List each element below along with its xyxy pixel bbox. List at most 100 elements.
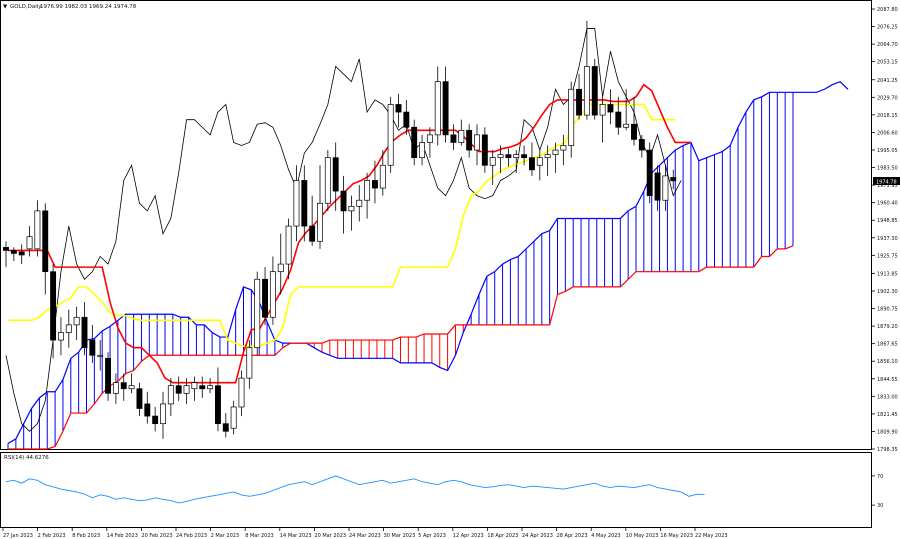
price-tick-label: 1913.85 <box>877 271 898 277</box>
candle-body <box>379 164 386 189</box>
candle-body <box>167 385 174 405</box>
candle-body <box>419 142 426 159</box>
price-tick-label: 1995.05 <box>877 148 898 154</box>
candle-body <box>513 154 520 159</box>
rsi-panel-frame <box>0 452 872 528</box>
time-tick-label: 28 Apr 2023 <box>557 533 588 539</box>
price-tick-label: 1798.35 <box>877 447 898 453</box>
candle-body <box>26 236 33 250</box>
rsi-label: RSI(14) 44.6276 <box>4 455 49 461</box>
price-tick-label: 1879.20 <box>877 324 898 330</box>
price-tick-label: 1809.90 <box>877 429 898 435</box>
price-tick-label: 1844.55 <box>877 377 898 383</box>
senkou-span-b-line <box>8 245 794 450</box>
time-tick-label: 14 Feb 2023 <box>107 533 138 539</box>
candle-body <box>215 385 221 425</box>
price-tick-label: 1867.65 <box>877 342 898 348</box>
candle-body <box>591 66 598 116</box>
candle-body <box>34 210 41 250</box>
time-tick-label: 20 Mar 2023 <box>314 533 346 539</box>
candle-body <box>105 357 111 394</box>
candle-body <box>238 377 245 408</box>
candle-body <box>356 199 363 207</box>
candle-body <box>599 104 606 116</box>
candle-body <box>65 324 72 333</box>
candle-body <box>544 154 551 159</box>
candle-body <box>246 347 253 379</box>
price-tick-label: 1983.50 <box>877 166 898 172</box>
current-price-tag-bg <box>873 177 900 185</box>
candle-body <box>3 247 9 251</box>
candle-body <box>10 250 17 254</box>
time-tick-label: 20 Feb 2023 <box>141 533 172 539</box>
candle-body <box>552 149 559 155</box>
time-tick-label: 4 May 2023 <box>591 533 620 539</box>
candle-body <box>144 403 151 417</box>
symbol-label: GOLD,Daily <box>10 4 42 10</box>
candle-body <box>340 190 347 212</box>
candle-body <box>654 172 661 201</box>
candle-body <box>309 225 316 242</box>
price-tick-label: 2064.70 <box>877 42 898 48</box>
ohlc-values: 1976.99 1982.03 1969.24 1974.78 <box>40 4 137 10</box>
candle-body <box>324 157 331 204</box>
candle-body <box>73 316 80 326</box>
candle-body <box>112 382 119 394</box>
price-tick-label: 1925.75 <box>877 253 898 259</box>
candle-body <box>348 205 355 212</box>
candle-body <box>411 126 418 159</box>
candle-body <box>18 251 25 256</box>
time-tick-label: 18 Apr 2023 <box>487 533 518 539</box>
candle-body <box>57 332 64 341</box>
candle-body <box>662 175 669 201</box>
time-tick-label: 24 Apr 2023 <box>522 533 553 539</box>
time-tick-label: 16 May 2023 <box>660 533 693 539</box>
candle-body <box>136 388 143 409</box>
candle-body <box>387 104 394 166</box>
time-tick-label: 22 May 2023 <box>695 533 728 539</box>
time-tick-label: 24 Feb 2023 <box>176 533 207 539</box>
rsi-tick-label: 30 <box>877 503 883 509</box>
rsi-indicator: 70 30 <box>5 474 883 509</box>
candle-body <box>576 88 583 116</box>
price-tick-label: 1960.40 <box>877 201 898 207</box>
candle-body <box>364 180 371 201</box>
candle-body <box>222 423 229 432</box>
time-tick-label: 12 Apr 2023 <box>453 533 484 539</box>
candle-body <box>426 134 433 143</box>
kijun-sen-line <box>8 103 676 347</box>
candle-body <box>262 278 269 318</box>
candle-body <box>207 385 214 390</box>
price-tick-label: 2087.80 <box>877 7 898 13</box>
candle-body <box>97 354 104 357</box>
price-tick-label: 1833.00 <box>877 394 898 400</box>
time-axis: 27 Jan 2023 2 Feb 2023 8 Feb 2023 14 Feb 20… <box>2 527 728 539</box>
candle-body <box>505 154 512 159</box>
price-tick-label: 2018.15 <box>877 113 898 119</box>
price-tick-label: 2029.70 <box>877 95 898 101</box>
candle-body <box>89 339 96 356</box>
candle-body <box>497 154 504 159</box>
main-panel-frame <box>0 0 872 450</box>
header-arrow-icon[interactable]: ▼ <box>3 4 8 10</box>
candle-body <box>372 180 378 189</box>
candle-body <box>293 180 300 227</box>
candle-body <box>395 104 402 113</box>
price-tick-label: 1890.75 <box>877 307 898 313</box>
price-tick-label: 2053.15 <box>877 60 898 66</box>
candle-body <box>434 81 441 136</box>
candle-body <box>489 157 496 166</box>
time-tick-label: 24 Mar 2023 <box>349 533 381 539</box>
candle-body <box>285 225 292 265</box>
candle-body <box>183 385 190 394</box>
price-axis: 2087.80 2076.25 2064.70 2053.15 2041.25 2029.… <box>871 7 898 453</box>
price-tick-label: 2076.25 <box>877 25 898 31</box>
candle-body <box>120 382 127 390</box>
time-tick-label: 30 Mar 2023 <box>384 533 416 539</box>
candle-body <box>442 81 449 136</box>
candle-body <box>481 134 488 166</box>
time-tick-label: 2 Feb 2023 <box>38 533 66 539</box>
candle-body <box>474 134 480 151</box>
candle-body <box>607 104 614 113</box>
